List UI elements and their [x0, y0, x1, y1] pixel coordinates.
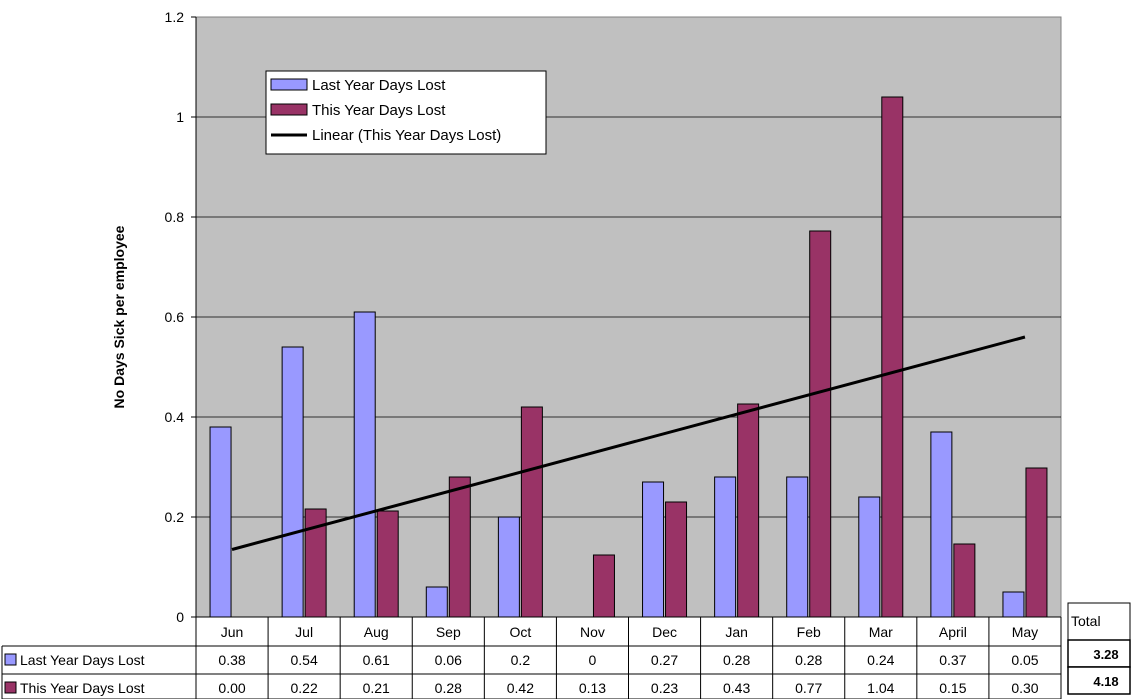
bar-last-year-jun [209, 426, 232, 618]
table-cell: 0.43 [723, 680, 750, 696]
table-cell: 0.28 [795, 652, 822, 668]
table-cell: 0.13 [579, 680, 606, 696]
x-tick-label: Aug [364, 624, 389, 640]
table-cell: 0.15 [939, 680, 966, 696]
bar-last-year-dec [642, 481, 665, 618]
table-cell: 0.37 [939, 652, 966, 668]
table-cell: 0.38 [218, 652, 245, 668]
bar-last-year-aug [353, 311, 376, 618]
totals-header: Total [1071, 613, 1101, 629]
bar-this-year-jan [737, 403, 760, 618]
table-cell: 0.21 [363, 680, 390, 696]
data-table: Jun Jul Aug Sep Oct Nov Dec Jan Feb Mar April May La… [1, 616, 1062, 699]
table-cell: 0 [589, 652, 597, 668]
legend-key-last-year [270, 78, 308, 91]
totals-header-cell [1067, 602, 1131, 641]
table-cell: 0.28 [723, 652, 750, 668]
table-legend-key [4, 681, 17, 694]
bar-this-year-mar [881, 96, 904, 618]
y-tick-label: 0.2 [165, 509, 185, 525]
x-tick-label: Jul [295, 624, 313, 640]
bar-last-year-jan [714, 476, 737, 618]
totals-value: 4.18 [1093, 674, 1118, 689]
totals-table: Total 3.28 4.18 [1067, 602, 1131, 695]
y-tick-label: 1.2 [165, 9, 185, 25]
bar-this-year-dec [665, 501, 688, 618]
x-tick-label: Nov [580, 624, 605, 640]
table-cell: 0.28 [435, 680, 462, 696]
legend-label: Linear (This Year Days Lost) [312, 127, 501, 144]
bar-this-year-feb [809, 230, 832, 618]
table-cell: 0.06 [435, 652, 462, 668]
bar-this-year-may [1025, 467, 1048, 618]
table-cell: 0.24 [867, 652, 894, 668]
bar-last-year-feb [786, 476, 809, 618]
trendline-group [231, 335, 1026, 551]
bar-this-year-aug [376, 510, 399, 618]
bar-this-year-april [953, 543, 976, 618]
x-tick-label: May [1012, 624, 1038, 640]
x-tick-label: April [939, 624, 967, 640]
table-cell: 0.61 [363, 652, 390, 668]
table-cell: 0.27 [651, 652, 678, 668]
y-axis-ticks: 0 0.2 0.4 0.6 0.8 1 1.2 [165, 9, 197, 625]
legend-box [265, 70, 547, 155]
x-tick-label: Dec [652, 624, 677, 640]
bar-last-year-jul [281, 346, 304, 618]
y-tick-label: 0 [176, 609, 184, 625]
table-cell: 0.42 [507, 680, 534, 696]
totals-cell [1067, 639, 1131, 668]
bar-last-year-oct [497, 516, 520, 618]
bar-last-year-sep [425, 586, 448, 618]
table-cell: 0.30 [1011, 680, 1038, 696]
totals-value: 3.28 [1093, 647, 1118, 662]
bar-this-year-sep [448, 476, 471, 618]
bar-last-year-mar [858, 496, 881, 618]
table-cell: 1.04 [867, 680, 894, 696]
table-legend-key [4, 653, 17, 666]
legend-key-this-year [270, 103, 308, 116]
trendline [231, 335, 1026, 551]
x-tick-label: Mar [869, 624, 893, 640]
legend: Last Year Days Lost This Year Days Lost Li… [265, 70, 547, 155]
table-cell: 0.2 [511, 652, 531, 668]
y-tick-label: 0.6 [165, 309, 185, 325]
bar-last-year-april [930, 431, 953, 618]
bar-last-year-may [1002, 591, 1025, 618]
table-series-name: Last Year Days Lost [20, 652, 145, 668]
x-tick-label: Jan [725, 624, 748, 640]
legend-label: Last Year Days Lost [312, 77, 446, 94]
x-tick-label: Sep [436, 624, 461, 640]
legend-label: This Year Days Lost [312, 102, 446, 119]
y-tick-label: 1 [176, 109, 184, 125]
table-cell: 0.05 [1011, 652, 1038, 668]
table-cell: 0.23 [651, 680, 678, 696]
table-cell: 0.22 [291, 680, 318, 696]
x-tick-label: Oct [509, 624, 531, 640]
x-tick-label: Feb [797, 624, 821, 640]
table-cell: 0.77 [795, 680, 822, 696]
table-cell: 0.54 [291, 652, 318, 668]
x-tick-label: Jun [221, 624, 244, 640]
y-tick-label: 0.8 [165, 209, 185, 225]
totals-cell [1067, 666, 1131, 695]
y-tick-label: 0.4 [165, 409, 185, 425]
y-axis-label: No Days Sick per employee [111, 225, 127, 408]
bar-this-year-oct [520, 406, 543, 618]
table-cell: 0.00 [218, 680, 245, 696]
bars [209, 96, 1048, 618]
table-series-name: This Year Days Lost [20, 680, 145, 696]
bar-this-year-nov [592, 554, 615, 618]
